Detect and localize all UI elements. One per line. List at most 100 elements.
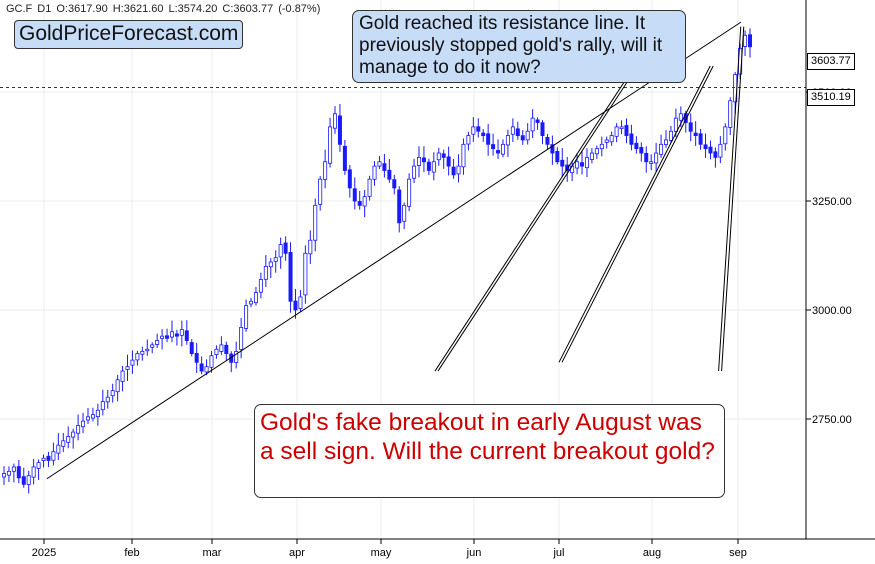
symbol-label: GC.F	[6, 3, 33, 15]
candle-body-110	[545, 136, 550, 145]
candle-body-111	[550, 144, 555, 154]
candle-body-13	[66, 436, 71, 443]
candle-body-120	[594, 148, 599, 155]
close-value: C:3603.77	[222, 3, 274, 15]
candle-body-0	[2, 473, 7, 478]
candle-body-29	[145, 348, 150, 352]
candle-body-116	[575, 161, 580, 169]
low-value: L:3574.20	[168, 3, 218, 15]
candle-body-93	[461, 143, 466, 168]
candle-body-66	[328, 126, 333, 164]
candle-body-81	[402, 204, 407, 222]
candle-body-11	[56, 444, 61, 454]
y-tick-label-4: 2750.00	[812, 414, 852, 426]
x-tick-label-6: jul	[552, 547, 564, 559]
candle-body-65	[323, 161, 328, 180]
candle-body-150	[743, 34, 748, 47]
candle-body-90	[446, 156, 451, 167]
x-tick-label-5: jun	[466, 547, 482, 559]
candle-body-41	[204, 366, 209, 373]
candle-body-86	[426, 161, 431, 171]
candle-body-83	[412, 165, 417, 179]
candle-body-100	[496, 150, 501, 154]
time-axis: 2025 feb mar apr may jun jul aug sep	[32, 539, 747, 559]
candle-body-1	[6, 470, 11, 476]
candle-body-12	[61, 440, 66, 447]
x-tick-label-7: aug	[643, 547, 661, 559]
candle-body-137	[678, 113, 683, 121]
candle-body-145	[718, 143, 723, 158]
candle-body-142	[703, 144, 708, 150]
candle-body-34	[169, 331, 174, 338]
x-tick-label-2: mar	[203, 547, 222, 559]
trendline-3	[718, 26, 742, 372]
candle-body-129	[639, 147, 644, 154]
candle-body-40	[199, 363, 204, 372]
interval-label: D1	[37, 3, 52, 15]
x-tick-label-1: feb	[124, 547, 139, 559]
candle-body-36	[179, 329, 184, 336]
candle-body-94	[466, 135, 471, 145]
annotation-resistance-note: Gold reached its resistance line. It pre…	[352, 10, 686, 83]
candle-body-136	[673, 117, 678, 132]
candle-body-99	[491, 144, 496, 150]
candle-body-17	[85, 416, 90, 421]
candle-body-146	[723, 126, 728, 145]
candle-body-127	[629, 133, 634, 145]
candle-body-4	[21, 476, 26, 485]
change-value: (-0.87%)	[278, 3, 321, 15]
candle-body-28	[140, 351, 145, 355]
candle-body-113	[560, 159, 565, 167]
candle-body-44	[219, 344, 224, 352]
x-tick-label-0: 2025	[32, 547, 56, 559]
candle-body-6	[31, 466, 36, 478]
y-tick-label-2: 3250.00	[812, 196, 852, 208]
candle-body-18	[90, 414, 95, 419]
candle-body-130	[644, 152, 649, 163]
candle-body-124	[614, 126, 619, 137]
candle-body-71	[352, 188, 357, 202]
candle-body-54	[268, 261, 273, 268]
candle-body-147	[728, 100, 733, 128]
candle-body-47	[234, 351, 239, 363]
candle-body-39	[194, 353, 199, 363]
candle-body-131	[649, 161, 654, 164]
candle-body-74	[367, 178, 372, 197]
candle-body-20	[100, 401, 105, 411]
candle-body-56	[278, 244, 283, 258]
candle-body-2	[11, 466, 16, 472]
candle-body-53	[263, 265, 268, 280]
candle-body-85	[421, 157, 426, 163]
candle-body-118	[584, 156, 589, 169]
annotation-breakout-note: Gold's fake breakout in early August was…	[254, 404, 725, 498]
candle-body-105	[520, 135, 525, 141]
candle-body-7	[36, 462, 41, 469]
candle-body-144	[713, 151, 718, 158]
candle-body-95	[471, 126, 476, 135]
candle-body-61	[303, 252, 308, 296]
candle-body-16	[81, 420, 86, 428]
candle-body-125	[619, 126, 624, 130]
candle-body-72	[357, 201, 362, 206]
ohlc-readout: GC.F D1 O:3617.90 H:3621.60 L:3574.20 C:3603.…	[6, 3, 325, 15]
candle-body-30	[150, 344, 155, 348]
watermark-logo: GoldPriceForecast.com	[14, 20, 244, 49]
candle-body-51	[253, 292, 258, 304]
candle-body-60	[298, 296, 303, 309]
candle-body-32	[160, 335, 165, 339]
trendline-pointer-1	[437, 43, 653, 372]
level-price-tag: 3510.19	[807, 89, 855, 106]
candle-body-23	[115, 379, 120, 393]
x-tick-label-8: sep	[729, 547, 747, 559]
candle-body-48	[239, 327, 244, 350]
candle-body-45	[224, 344, 229, 355]
trendline-pointer-3	[721, 26, 745, 372]
candle-body-132	[654, 152, 659, 164]
y-tick-label-3: 3000.00	[812, 305, 852, 317]
candle-body-96	[476, 126, 481, 132]
candle-body-33	[165, 335, 170, 339]
candle-body-98	[486, 133, 491, 145]
candle-body-106	[525, 130, 530, 141]
candle-body-62	[308, 239, 313, 255]
candle-body-59	[293, 300, 298, 311]
